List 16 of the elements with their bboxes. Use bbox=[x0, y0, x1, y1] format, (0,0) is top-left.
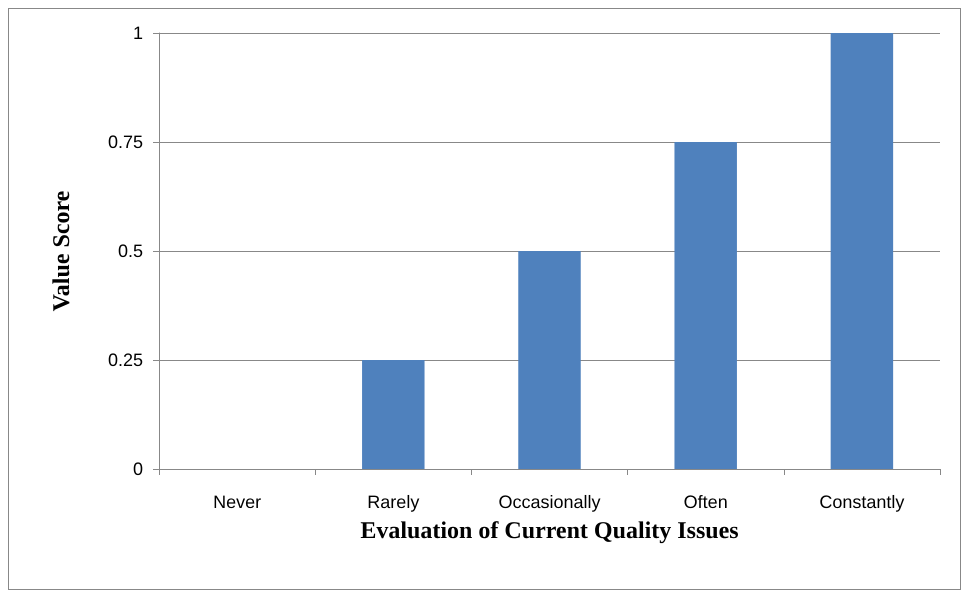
bar bbox=[830, 33, 894, 469]
y-tick-label: 0.75 bbox=[108, 132, 143, 152]
y-tick-label: 0.5 bbox=[118, 241, 143, 261]
x-tick-label: Often bbox=[684, 492, 728, 512]
y-axis-title: Value Score bbox=[49, 190, 75, 312]
bar bbox=[674, 142, 737, 469]
x-tick-label: Occasionally bbox=[498, 492, 601, 512]
y-tick-label: 0 bbox=[132, 459, 143, 479]
y-tick-label: 1 bbox=[132, 23, 143, 43]
x-axis-title: Evaluation of Current Quality Issues bbox=[360, 518, 739, 544]
bar bbox=[518, 251, 581, 469]
x-tick-label: Rarely bbox=[367, 492, 420, 512]
y-tick-label: 0.25 bbox=[108, 350, 143, 370]
x-tick-label: Never bbox=[213, 492, 262, 512]
x-tick-label: Constantly bbox=[819, 492, 904, 512]
bar bbox=[362, 360, 425, 469]
